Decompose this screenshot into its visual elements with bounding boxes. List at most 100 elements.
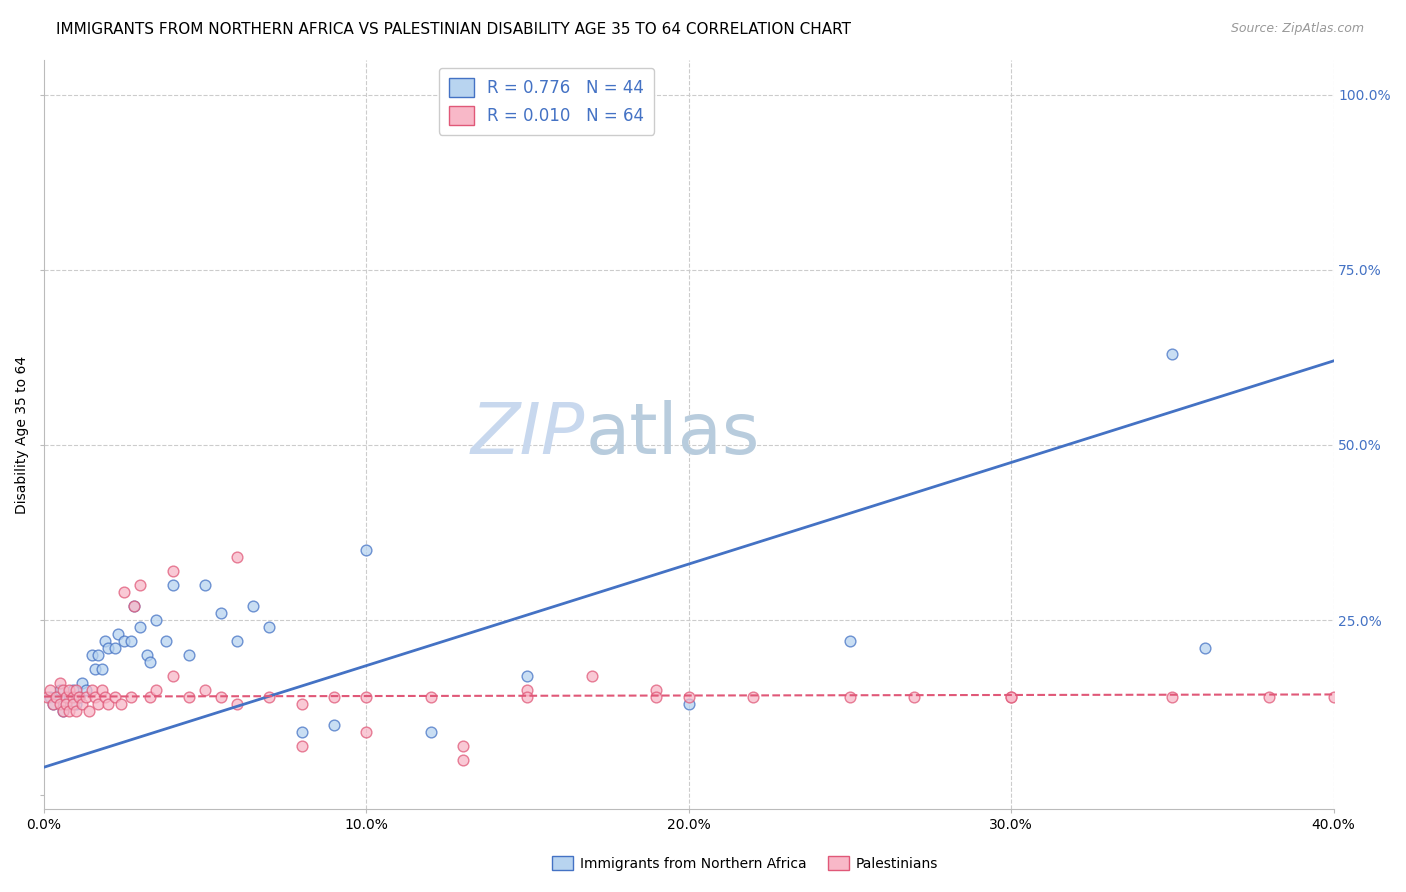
- Point: [135, 648, 157, 663]
- Point: [162, 564, 184, 578]
- Point: [678, 698, 700, 712]
- Point: [87, 648, 110, 663]
- Point: [581, 669, 603, 683]
- Point: [177, 648, 200, 663]
- Y-axis label: Disability Age 35 to 64: Disability Age 35 to 64: [15, 355, 30, 514]
- Point: [110, 698, 132, 712]
- Point: [139, 655, 162, 669]
- Point: [103, 690, 125, 705]
- Point: [516, 683, 538, 698]
- Point: [52, 704, 75, 718]
- Point: [226, 634, 249, 648]
- Point: [903, 690, 925, 705]
- Point: [39, 690, 62, 705]
- Point: [122, 599, 145, 614]
- Point: [39, 683, 62, 698]
- Point: [645, 690, 668, 705]
- Point: [72, 676, 94, 690]
- Point: [162, 669, 184, 683]
- Point: [42, 698, 65, 712]
- Point: [226, 698, 249, 712]
- Point: [516, 690, 538, 705]
- Point: [58, 704, 80, 718]
- Point: [838, 634, 860, 648]
- Point: [177, 690, 200, 705]
- Point: [65, 698, 87, 712]
- Point: [72, 698, 94, 712]
- Point: [90, 662, 112, 676]
- Point: [1000, 690, 1022, 705]
- Point: [45, 690, 67, 705]
- Point: [129, 578, 152, 592]
- Point: [290, 698, 312, 712]
- Point: [55, 698, 77, 712]
- Point: [354, 543, 377, 558]
- Point: [742, 690, 765, 705]
- Point: [645, 683, 668, 698]
- Point: [290, 725, 312, 739]
- Point: [516, 669, 538, 683]
- Point: [209, 690, 232, 705]
- Point: [35, 690, 58, 705]
- Point: [678, 690, 700, 705]
- Point: [194, 683, 217, 698]
- Point: [1322, 690, 1344, 705]
- Point: [75, 690, 97, 705]
- Legend: R = 0.776   N = 44, R = 0.010   N = 64: R = 0.776 N = 44, R = 0.010 N = 64: [439, 68, 654, 135]
- Legend: Immigrants from Northern Africa, Palestinians: Immigrants from Northern Africa, Palesti…: [547, 850, 943, 876]
- Point: [67, 690, 90, 705]
- Point: [48, 683, 70, 698]
- Point: [94, 634, 117, 648]
- Point: [80, 683, 103, 698]
- Point: [226, 550, 249, 565]
- Point: [120, 634, 142, 648]
- Point: [77, 704, 100, 718]
- Point: [67, 690, 90, 705]
- Point: [48, 698, 70, 712]
- Point: [129, 620, 152, 634]
- Point: [55, 698, 77, 712]
- Point: [103, 641, 125, 656]
- Point: [322, 690, 344, 705]
- Point: [80, 648, 103, 663]
- Text: atlas: atlas: [585, 400, 759, 469]
- Point: [62, 690, 84, 705]
- Point: [354, 725, 377, 739]
- Text: IMMIGRANTS FROM NORTHERN AFRICA VS PALESTINIAN DISABILITY AGE 35 TO 64 CORRELATI: IMMIGRANTS FROM NORTHERN AFRICA VS PALES…: [56, 22, 851, 37]
- Point: [48, 676, 70, 690]
- Point: [65, 704, 87, 718]
- Point: [52, 683, 75, 698]
- Point: [75, 683, 97, 698]
- Point: [90, 683, 112, 698]
- Point: [419, 690, 441, 705]
- Point: [52, 704, 75, 718]
- Point: [58, 683, 80, 698]
- Point: [145, 683, 167, 698]
- Point: [87, 698, 110, 712]
- Point: [354, 690, 377, 705]
- Point: [1161, 690, 1184, 705]
- Point: [451, 739, 474, 754]
- Point: [65, 683, 87, 698]
- Point: [107, 627, 129, 641]
- Point: [838, 690, 860, 705]
- Point: [139, 690, 162, 705]
- Text: Source: ZipAtlas.com: Source: ZipAtlas.com: [1230, 22, 1364, 36]
- Point: [259, 620, 281, 634]
- Point: [1258, 690, 1281, 705]
- Point: [62, 683, 84, 698]
- Point: [45, 690, 67, 705]
- Point: [120, 690, 142, 705]
- Point: [419, 725, 441, 739]
- Point: [84, 690, 107, 705]
- Point: [155, 634, 177, 648]
- Point: [209, 606, 232, 620]
- Point: [145, 613, 167, 627]
- Point: [1194, 641, 1216, 656]
- Point: [242, 599, 264, 614]
- Point: [1161, 347, 1184, 361]
- Point: [112, 634, 135, 648]
- Point: [62, 698, 84, 712]
- Point: [194, 578, 217, 592]
- Point: [84, 662, 107, 676]
